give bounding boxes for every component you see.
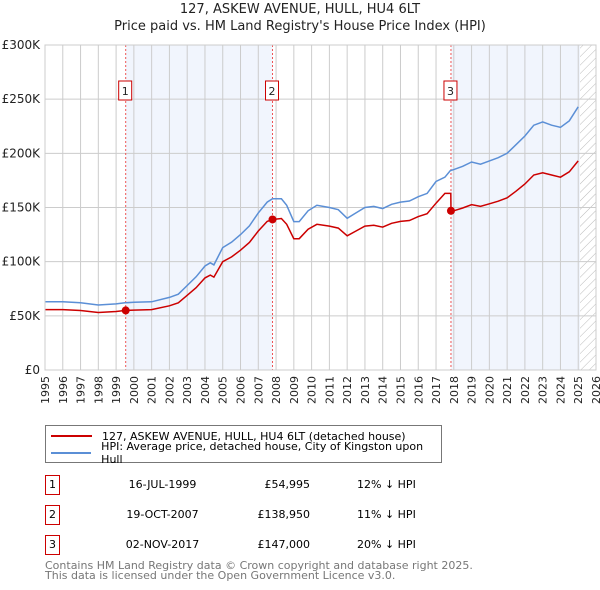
sale-label-box bbox=[118, 80, 133, 101]
transaction-price: £138,950 bbox=[257, 508, 311, 521]
footer-copyright: Contains HM Land Registry data © Crown c… bbox=[45, 559, 473, 572]
sale-point bbox=[121, 306, 130, 315]
sale-point bbox=[268, 215, 277, 224]
x-tick-label: 2025 bbox=[572, 376, 585, 404]
y-tick-label: £200K bbox=[2, 146, 42, 160]
footer: Contains HM Land Registry data © Crown c… bbox=[45, 559, 473, 582]
legend-label: HPI: Average price, detached house, City… bbox=[101, 440, 424, 466]
legend-item-property: 127, ASKEW AVENUE, HULL, HU4 6LT (detach… bbox=[51, 428, 406, 444]
transaction-date: 16-JUL-1999 bbox=[128, 478, 197, 491]
x-tick-label: 1998 bbox=[92, 376, 105, 404]
plot-frame bbox=[44, 44, 597, 371]
transaction-hpi: 11% ↓ HPI bbox=[357, 508, 416, 521]
x-tick-label: 2017 bbox=[430, 376, 443, 404]
x-tick-label: 2004 bbox=[199, 376, 212, 404]
x-tick-label: 2006 bbox=[235, 376, 248, 404]
x-tick-label: 2021 bbox=[501, 376, 514, 404]
sale-label-box bbox=[443, 80, 458, 101]
legend: 127, ASKEW AVENUE, HULL, HU4 6LT (detach… bbox=[45, 425, 442, 466]
transaction-row: 3 02-NOV-2017 £147,000 20% ↓ HPI bbox=[45, 535, 445, 555]
x-tick-label: 2018 bbox=[448, 376, 461, 404]
marker-badge: 3 bbox=[45, 535, 60, 555]
x-tick-label: 2005 bbox=[217, 376, 230, 404]
x-tick-label: 2024 bbox=[554, 376, 567, 404]
blue-line-icon bbox=[51, 452, 92, 454]
x-tick-label: 2009 bbox=[288, 376, 301, 404]
y-tick-label: £100K bbox=[2, 255, 42, 269]
x-tick-label: 2023 bbox=[537, 376, 550, 404]
x-tick-label: 1996 bbox=[57, 376, 70, 404]
transaction-date: 02-NOV-2017 bbox=[125, 538, 200, 551]
x-tick-label: 2002 bbox=[163, 376, 176, 404]
y-tick-label: £150K bbox=[2, 201, 42, 215]
x-tick-label: 2016 bbox=[412, 376, 425, 404]
red-line-icon bbox=[51, 435, 92, 437]
x-tick-label: 1999 bbox=[110, 376, 123, 404]
transaction-price: £54,995 bbox=[264, 478, 311, 491]
x-tick-label: 1995 bbox=[39, 376, 52, 404]
series-line bbox=[45, 106, 579, 306]
x-tick-label: 2013 bbox=[359, 376, 372, 404]
legend-item-hpi: HPI: Average price, detached house, City… bbox=[51, 440, 441, 466]
series-line bbox=[45, 160, 579, 314]
sale-label-box bbox=[265, 80, 280, 101]
x-tick-label: 2022 bbox=[519, 376, 532, 404]
footer-licence: This data is licensed under the Open Gov… bbox=[45, 569, 396, 582]
chart-title: 127, ASKEW AVENUE, HULL, HU4 6LT bbox=[179, 2, 421, 17]
sale-label: 2 bbox=[269, 85, 276, 98]
x-tick-label: 2015 bbox=[394, 376, 407, 404]
x-tick-label: 2003 bbox=[181, 376, 194, 404]
transaction-hpi: 12% ↓ HPI bbox=[357, 478, 416, 491]
marker-badge: 2 bbox=[45, 505, 60, 525]
marker-badge: 1 bbox=[45, 475, 60, 495]
transaction-hpi: 20% ↓ HPI bbox=[357, 538, 416, 551]
x-tick-label: 2008 bbox=[270, 376, 283, 404]
price-chart: 1995 1996 1997 1998 1999 2000 2001 2002 2003 2004… bbox=[2, 38, 600, 404]
transaction-row: 2 19-OCT-2007 £138,950 11% ↓ HPI bbox=[45, 505, 445, 525]
transaction-row: 1 16-JUL-1999 £54,995 12% ↓ HPI bbox=[45, 475, 445, 495]
legend-label: 127, ASKEW AVENUE, HULL, HU4 6LT (detach… bbox=[102, 429, 406, 443]
y-tick-label: £250K bbox=[2, 92, 42, 106]
chart-subtitle: Price paid vs. HM Land Registry's House … bbox=[114, 19, 486, 34]
x-tick-label: 2019 bbox=[466, 376, 479, 404]
x-tick-label: 2020 bbox=[483, 376, 496, 404]
sale-label: 1 bbox=[122, 85, 129, 98]
x-tick-label: 2012 bbox=[341, 376, 354, 404]
sale-label: 3 bbox=[447, 85, 454, 98]
y-tick-label: £300K bbox=[2, 38, 42, 52]
x-tick-label: 2007 bbox=[252, 376, 265, 404]
transaction-price: £147,000 bbox=[257, 538, 311, 551]
y-tick-label: £50K bbox=[9, 309, 41, 323]
x-tick-label: 2000 bbox=[128, 376, 141, 404]
transaction-date: 19-OCT-2007 bbox=[126, 508, 199, 521]
x-tick-label: 2010 bbox=[306, 376, 319, 404]
y-tick-label: £0 bbox=[25, 363, 40, 377]
x-tick-label: 2001 bbox=[146, 376, 159, 404]
x-tick-label: 2026 bbox=[590, 376, 600, 404]
sale-point bbox=[446, 206, 455, 215]
x-tick-label: 2014 bbox=[377, 376, 390, 404]
x-tick-label: 2011 bbox=[323, 376, 336, 404]
x-tick-label: 1997 bbox=[75, 376, 88, 404]
